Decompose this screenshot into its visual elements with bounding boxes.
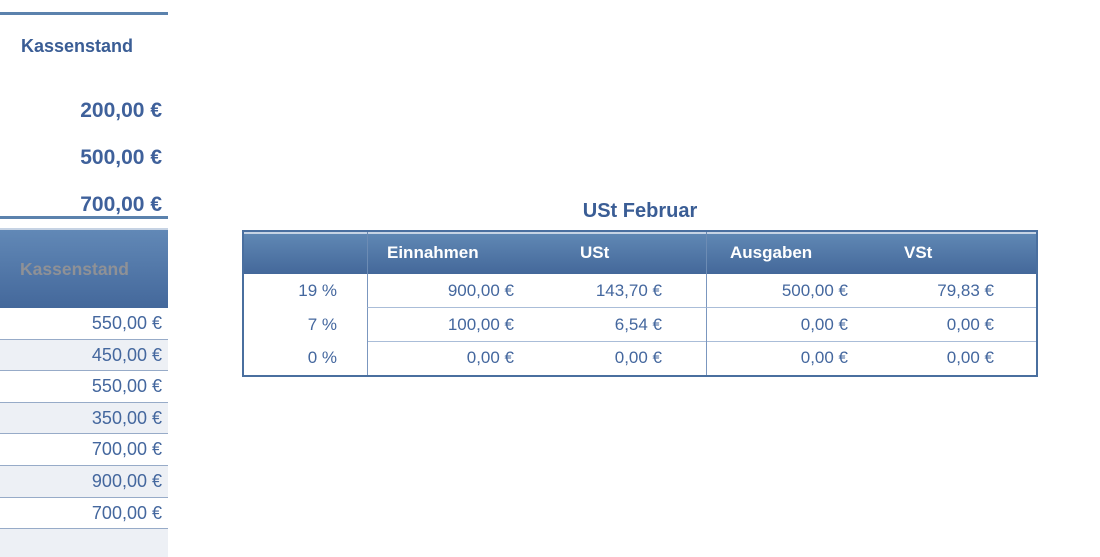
kassenstand-cell[interactable]: 350,00 € — [0, 402, 168, 435]
ust-table-title: USt Februar — [582, 200, 698, 222]
ust-table-header-row: Einnahmen USt Ausgaben VSt — [244, 232, 1036, 274]
ust-table-row: 0 % 0,00 € 0,00 € 0,00 € 0,00 € — [244, 341, 1036, 375]
header-cell-blank[interactable] — [244, 232, 367, 274]
kassenstand-cell[interactable]: 900,00 € — [0, 465, 168, 498]
kassenstand-cell[interactable]: 550,00 € — [0, 308, 168, 340]
rate-cell[interactable]: 7 % — [307, 314, 337, 334]
header-cell-ausgaben[interactable]: Ausgaben — [706, 232, 872, 274]
ust-cell[interactable]: 6,54 € — [536, 308, 706, 342]
kassenstand-top-value[interactable]: 700,00 € — [80, 193, 162, 216]
kassenstand-empty-cell[interactable] — [0, 529, 168, 557]
ust-table-row: 7 % 100,00 € 6,54 € 0,00 € 0,00 € — [244, 307, 1036, 342]
rate-cell[interactable]: 19 % — [298, 281, 337, 300]
kassenstand-cell[interactable]: 700,00 € — [0, 497, 168, 530]
top-border-line — [0, 12, 168, 15]
kassenstand-column-header-label: Kassenstand — [20, 259, 129, 279]
vst-cell[interactable]: 0,00 € — [946, 348, 994, 367]
kassenstand-cell[interactable]: 450,00 € — [0, 339, 168, 372]
kassenstand-top-value[interactable]: 200,00 € — [80, 99, 162, 122]
einnahmen-cell[interactable]: 0,00 € — [367, 341, 536, 375]
header-cell-ust[interactable]: USt — [580, 243, 610, 262]
vst-cell[interactable]: 79,83 € — [872, 274, 1036, 308]
kassenstand-cell[interactable]: 700,00 € — [0, 434, 168, 466]
einnahmen-cell[interactable]: 100,00 € — [367, 307, 536, 342]
kassenstand-rows: 550,00 € 450,00 € 550,00 € 350,00 € 700,… — [0, 308, 168, 557]
ausgaben-cell[interactable]: 500,00 € — [706, 274, 872, 308]
ust-table-row: 19 % 900,00 € 143,70 € 500,00 € 79,83 € — [244, 274, 1036, 308]
header-cell-vst[interactable]: VSt — [904, 243, 933, 262]
ust-cell[interactable]: 0,00 € — [614, 348, 662, 367]
divider-line — [0, 216, 168, 219]
vst-cell[interactable]: 0,00 € — [872, 308, 1036, 342]
rate-cell[interactable]: 0 % — [307, 348, 337, 367]
kassenstand-panel: Kassenstand 200,00 € 500,00 € 700,00 € K… — [0, 0, 168, 557]
kassenstand-column-header[interactable]: Kassenstand — [0, 228, 168, 308]
kassenstand-top-title: Kassenstand — [21, 36, 134, 56]
ust-cell[interactable]: 143,70 € — [536, 274, 706, 308]
ausgaben-cell[interactable]: 0,00 € — [706, 307, 872, 342]
einnahmen-cell[interactable]: 900,00 € — [367, 274, 536, 308]
header-cell-einnahmen[interactable]: Einnahmen — [367, 232, 536, 274]
ust-table: Einnahmen USt Ausgaben VSt 19 % 900,00 €… — [242, 230, 1038, 377]
kassenstand-cell[interactable]: 550,00 € — [0, 371, 168, 403]
kassenstand-top-value[interactable]: 500,00 € — [80, 146, 162, 169]
ausgaben-cell[interactable]: 0,00 € — [706, 341, 872, 375]
